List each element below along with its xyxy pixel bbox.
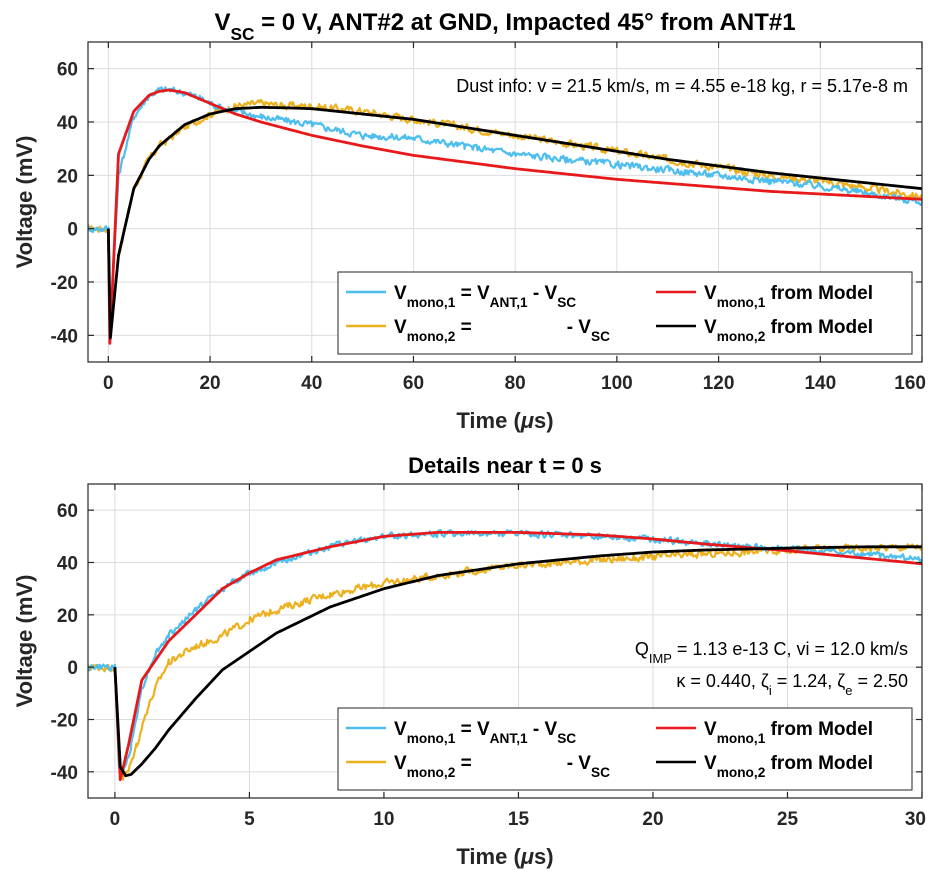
x-tick-label: 20	[199, 373, 220, 394]
x-axis-label: Time (μs)	[456, 408, 553, 433]
x-tick-label: 140	[804, 373, 836, 394]
series-group	[88, 529, 922, 782]
x-tick-label: 5	[244, 809, 255, 830]
series-group	[88, 86, 922, 345]
y-tick-label: -20	[51, 273, 78, 294]
x-tick-label: 25	[777, 809, 799, 830]
chart-panel-1: 0 20 40 60 80 100 120 140 160 -40 -20 0 20 40 60 VSC = …	[12, 9, 926, 433]
legend: Vmono,1 = VANT,1 - VSC Vmono,1 from Model…	[337, 271, 913, 355]
y-tick-label: 40	[57, 113, 78, 134]
series-line-meas1	[88, 86, 922, 338]
y-tick-label: -20	[51, 711, 78, 732]
legend-label-model1: Vmono,1 from Model	[704, 719, 873, 746]
legend-label-meas2: Vmono,2 = - VSC	[394, 317, 610, 344]
parameter-annotation: κ = 0.440, ζi = 1.24, ζe = 2.50	[676, 671, 908, 698]
x-tick-label: 80	[505, 373, 526, 394]
y-tick-label: 20	[57, 606, 78, 627]
series-line-model2	[113, 545, 922, 778]
x-tick-label: 0	[103, 373, 114, 394]
x-tick-label: 160	[894, 373, 926, 394]
x-tick-label: 60	[403, 373, 424, 394]
chart-title: Details near t = 0 s	[408, 453, 602, 478]
y-tick-label: 0	[67, 658, 78, 679]
chart-title: VSC = 0 V, ANT#2 at GND, Impacted 45° fr…	[214, 9, 795, 44]
x-tick-label: 100	[601, 373, 633, 394]
axes-frame	[87, 483, 923, 799]
legend-label-model2: Vmono,2 from Model	[704, 753, 873, 780]
legend-label-model1: Vmono,1 from Model	[704, 283, 873, 310]
legend: Vmono,1 = VANT,1 - VSC Vmono,1 from Model…	[337, 707, 913, 791]
axes-frame	[87, 41, 923, 363]
series-line-model2	[106, 105, 922, 340]
y-tick-label: -40	[51, 763, 78, 784]
y-tick-label: -40	[51, 326, 78, 347]
y-tick-label: 60	[57, 501, 78, 522]
x-tick-label: 30	[905, 809, 926, 830]
x-tick-label: 0	[110, 809, 121, 830]
legend-box	[337, 271, 913, 355]
legend-label-meas1: Vmono,1 = VANT,1 - VSC	[394, 719, 576, 746]
y-tick-label: 20	[57, 166, 78, 187]
legend-box	[337, 707, 913, 791]
x-tick-label: 10	[373, 809, 394, 830]
series-line-model1	[113, 531, 922, 782]
legend-label-meas1: Vmono,1 = VANT,1 - VSC	[394, 283, 576, 310]
x-tick-label: 15	[508, 809, 530, 830]
legend-label-meas2: Vmono,2 = - VSC	[394, 753, 610, 780]
x-axis-label: Time (μs)	[456, 844, 553, 869]
parameter-annotation: QIMP = 1.13 e-13 C, vi = 12.0 km/s	[635, 639, 908, 666]
y-axis-label: Voltage (mV)	[12, 136, 37, 269]
chart-panel-2: 0 5 10 15 20 25 30 -40 -20 0 20 40 60 Details near t …	[12, 453, 926, 869]
x-tick-label: 120	[703, 373, 735, 394]
y-tick-label: 40	[57, 554, 78, 575]
x-tick-label: 40	[301, 373, 322, 394]
y-tick-label: 60	[57, 60, 78, 81]
legend-label-model2: Vmono,2 from Model	[704, 317, 873, 344]
series-line-model1	[106, 88, 922, 345]
dust-info-annotation: Dust info: v = 21.5 km/s, m = 4.55 e-18 …	[456, 76, 908, 96]
x-tick-label: 20	[642, 809, 663, 830]
y-axis-label: Voltage (mV)	[12, 575, 37, 708]
y-tick-label: 0	[67, 220, 78, 241]
